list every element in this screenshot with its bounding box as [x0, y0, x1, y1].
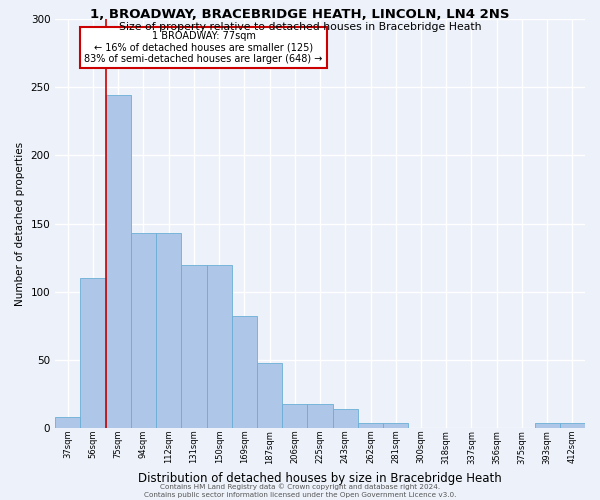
X-axis label: Distribution of detached houses by size in Bracebridge Heath: Distribution of detached houses by size … [138, 472, 502, 485]
Bar [307, 404, 332, 428]
Bar [206, 264, 232, 428]
Text: Contains HM Land Registry data © Crown copyright and database right 2024.
Contai: Contains HM Land Registry data © Crown c… [144, 484, 456, 498]
Bar [106, 96, 131, 428]
Y-axis label: Number of detached properties: Number of detached properties [15, 142, 25, 306]
Bar [257, 363, 282, 428]
Bar [55, 418, 80, 428]
Bar [131, 233, 156, 428]
Bar [560, 423, 585, 428]
Bar [535, 423, 560, 428]
Bar [80, 278, 106, 428]
Bar [383, 423, 409, 428]
Bar [181, 264, 206, 428]
Bar [358, 423, 383, 428]
Bar [282, 404, 307, 428]
Bar [232, 316, 257, 428]
Bar [156, 233, 181, 428]
Bar [332, 409, 358, 428]
Text: Size of property relative to detached houses in Bracebridge Heath: Size of property relative to detached ho… [119, 22, 481, 32]
Text: 1, BROADWAY, BRACEBRIDGE HEATH, LINCOLN, LN4 2NS: 1, BROADWAY, BRACEBRIDGE HEATH, LINCOLN,… [90, 8, 510, 20]
Text: 1 BROADWAY: 77sqm
← 16% of detached houses are smaller (125)
83% of semi-detache: 1 BROADWAY: 77sqm ← 16% of detached hous… [85, 32, 323, 64]
